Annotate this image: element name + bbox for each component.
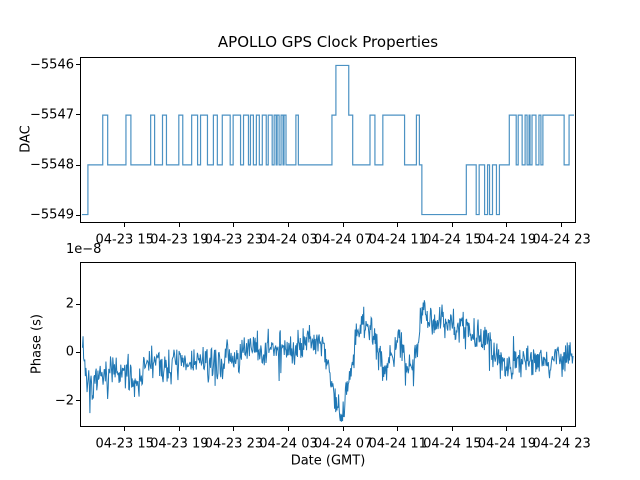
y-tick-mark — [76, 303, 80, 305]
y-tick-label: 2 — [65, 296, 74, 312]
y-tick-mark — [76, 214, 80, 216]
x-tick-mark — [561, 427, 563, 431]
x-tick-label: 04-24 11 — [368, 436, 427, 452]
x-tick-mark — [124, 427, 126, 431]
x-tick-mark — [233, 223, 235, 227]
x-tick-label: 04-24 15 — [423, 232, 482, 248]
y-tick-label: 0 — [65, 344, 74, 360]
x-tick-mark — [288, 427, 290, 431]
y-tick-mark — [76, 164, 80, 166]
x-tick-label: 04-24 11 — [368, 232, 427, 248]
x-tick-mark — [397, 427, 399, 431]
x-tick-mark — [397, 223, 399, 227]
y-tick-label: −5549 — [30, 207, 74, 223]
x-tick-label: 04-23 19 — [150, 436, 209, 452]
x-tick-label: 04-24 19 — [477, 436, 537, 452]
x-tick-label: 04-24 23 — [532, 436, 591, 452]
chart-title: APOLLO GPS Clock Properties — [217, 33, 439, 51]
y-tick-mark — [76, 400, 80, 401]
x-tick-label: 04-24 03 — [259, 436, 318, 452]
x-tick-label: 04-23 15 — [95, 436, 154, 452]
phase-line — [81, 300, 574, 422]
x-axis-label: Date (GMT) — [290, 453, 366, 469]
x-tick-mark — [178, 427, 180, 431]
dac-plot-canvas — [81, 64, 575, 216]
x-tick-label: 04-23 23 — [204, 232, 264, 248]
x-tick-mark — [124, 223, 126, 227]
phase-axes — [80, 262, 576, 427]
phase-plot-canvas — [81, 300, 574, 422]
x-tick-mark — [342, 427, 344, 431]
x-tick-mark — [561, 223, 563, 227]
y-tick-label: −5548 — [30, 157, 74, 173]
x-tick-mark — [233, 427, 235, 431]
x-tick-mark — [288, 223, 290, 227]
x-tick-label: 04-24 07 — [313, 232, 373, 248]
x-tick-label: 04-23 15 — [95, 232, 154, 248]
y-tick-label: −5547 — [30, 107, 74, 123]
x-tick-label: 04-23 23 — [204, 436, 264, 452]
x-tick-mark — [178, 223, 180, 227]
x-tick-label: 04-24 19 — [477, 232, 537, 248]
x-tick-mark — [451, 427, 453, 431]
dac-axis-label: DAC — [18, 125, 34, 153]
phase-axis-label: Phase (s) — [29, 314, 45, 374]
x-tick-mark — [451, 223, 453, 227]
y-tick-mark — [76, 351, 80, 353]
dac-axes — [80, 57, 576, 223]
x-tick-label: 04-23 19 — [150, 232, 209, 248]
x-tick-label: 04-24 07 — [313, 436, 373, 452]
x-tick-label: 04-24 23 — [532, 232, 591, 248]
y-tick-mark — [76, 114, 80, 116]
offset-text: 1e−8 — [66, 242, 102, 257]
x-tick-label: 04-24 15 — [423, 436, 482, 452]
y-tick-mark — [76, 64, 80, 66]
x-tick-mark — [342, 223, 344, 227]
y-tick-label: −2 — [54, 393, 74, 408]
x-tick-mark — [506, 223, 508, 227]
x-tick-mark — [506, 427, 508, 431]
dac-step-line — [81, 64, 575, 216]
y-tick-label: −5546 — [30, 57, 74, 73]
x-tick-label: 04-24 03 — [259, 232, 318, 248]
